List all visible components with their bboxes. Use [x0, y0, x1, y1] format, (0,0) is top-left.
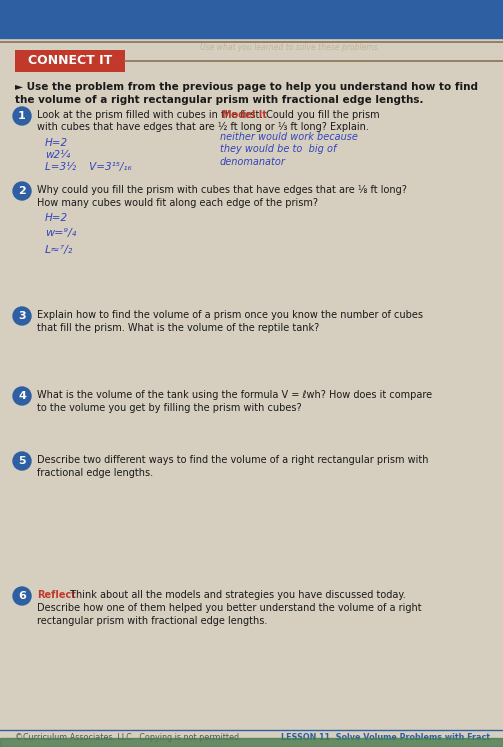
Text: Why could you fill the prism with cubes that have edges that are ⅛ ft long?: Why could you fill the prism with cubes … [37, 185, 407, 195]
Circle shape [13, 307, 31, 325]
Text: Describe two different ways to find the volume of a right rectangular prism with: Describe two different ways to find the … [37, 455, 429, 465]
Text: 2: 2 [18, 186, 26, 196]
Circle shape [13, 452, 31, 470]
Text: that fill the prism. What is the volume of the reptile tank?: that fill the prism. What is the volume … [37, 323, 319, 333]
FancyBboxPatch shape [15, 50, 125, 72]
Text: w=⁹/₄: w=⁹/₄ [45, 228, 76, 238]
Circle shape [13, 107, 31, 125]
Text: rectangular prism with fractional edge lengths.: rectangular prism with fractional edge l… [37, 616, 268, 626]
Circle shape [13, 387, 31, 405]
Text: Think about all the models and strategies you have discussed today.: Think about all the models and strategie… [67, 590, 406, 600]
Text: 3: 3 [18, 311, 26, 321]
Text: Look at the prism filled with cubes in the first: Look at the prism filled with cubes in t… [37, 110, 263, 120]
Text: H=2: H=2 [45, 213, 68, 223]
Text: Reflect: Reflect [37, 590, 76, 600]
Text: w2¼: w2¼ [45, 150, 70, 160]
Text: L≈⁷/₂: L≈⁷/₂ [45, 245, 73, 255]
Text: with cubes that have edges that are ½ ft long or ⅓ ft long? Explain.: with cubes that have edges that are ½ ft… [37, 122, 369, 132]
Text: ©Curriculum Associates, LLC   Copying is not permitted.: ©Curriculum Associates, LLC Copying is n… [15, 734, 241, 743]
Text: L=3½    V=3¹⁵/₁₆: L=3½ V=3¹⁵/₁₆ [45, 162, 132, 172]
Text: What is the volume of the tank using the formula V = ℓwh? How does it compare: What is the volume of the tank using the… [37, 390, 432, 400]
Text: Describe how one of them helped you better understand the volume of a right: Describe how one of them helped you bett… [37, 603, 422, 613]
Text: Use what you learned to solve these problems.: Use what you learned to solve these prob… [200, 43, 380, 52]
Text: fractional edge lengths.: fractional edge lengths. [37, 468, 153, 478]
Text: they would be to  big of: they would be to big of [220, 144, 337, 154]
Text: LESSON 11  Solve Volume Problems with Fract: LESSON 11 Solve Volume Problems with Fra… [281, 734, 490, 743]
Text: neither would work because: neither would work because [220, 132, 358, 142]
Text: denomanator: denomanator [220, 157, 286, 167]
Text: 6: 6 [18, 591, 26, 601]
Text: the volume of a right rectangular prism with fractional edge lengths.: the volume of a right rectangular prism … [15, 95, 424, 105]
Circle shape [13, 182, 31, 200]
Text: ► Use the problem from the previous page to help you understand how to find: ► Use the problem from the previous page… [15, 82, 478, 92]
Text: 4: 4 [18, 391, 26, 401]
Text: Explain how to find the volume of a prism once you know the number of cubes: Explain how to find the volume of a pris… [37, 310, 423, 320]
Text: 5: 5 [18, 456, 26, 466]
Bar [0, 738, 503, 747]
Text: Model It: Model It [222, 110, 267, 120]
Text: to the volume you get by filling the prism with cubes?: to the volume you get by filling the pri… [37, 403, 302, 413]
Text: 1: 1 [18, 111, 26, 121]
Text: How many cubes would fit along each edge of the prism?: How many cubes would fit along each edge… [37, 198, 318, 208]
Text: CONNECT IT: CONNECT IT [28, 55, 112, 67]
Circle shape [13, 587, 31, 605]
Bar [0, 0, 503, 38]
Text: . Could you fill the prism: . Could you fill the prism [260, 110, 380, 120]
Text: H=2: H=2 [45, 138, 68, 148]
